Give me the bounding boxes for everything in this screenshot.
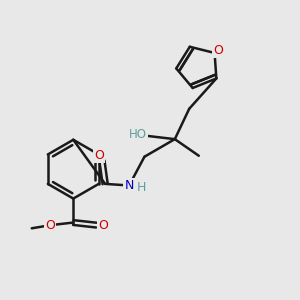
Text: O: O — [214, 44, 224, 57]
Text: O: O — [94, 148, 104, 162]
Text: N: N — [124, 179, 134, 192]
Text: HO: HO — [129, 128, 147, 142]
Text: H: H — [136, 181, 146, 194]
Text: O: O — [98, 219, 108, 232]
Text: O: O — [45, 219, 55, 232]
